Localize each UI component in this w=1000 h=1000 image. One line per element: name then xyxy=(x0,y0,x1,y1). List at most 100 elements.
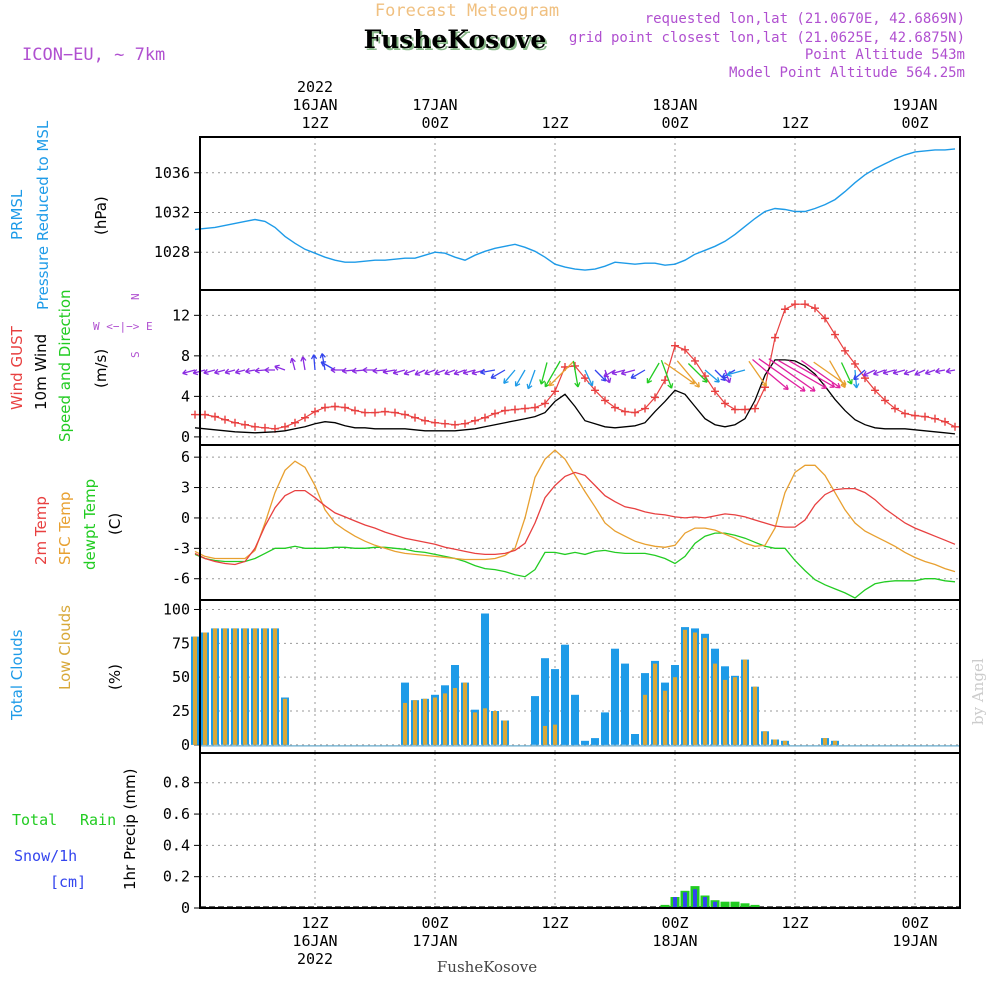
low-cloud-bar xyxy=(243,628,247,745)
cloud-label-total: Total Clouds xyxy=(8,629,26,721)
wind-direction-arrow xyxy=(620,369,636,376)
low-cloud-bar xyxy=(663,690,667,745)
wind-direction-arrow xyxy=(788,360,836,388)
wind-direction-arrow xyxy=(768,358,816,392)
time-tick-label: 12Z xyxy=(781,114,808,132)
wind-direction-arrow xyxy=(203,368,216,376)
wind-direction-arrow xyxy=(935,367,946,375)
wind-label-gust: Wind GUST xyxy=(8,325,26,410)
time-tick-label: 12Z xyxy=(301,914,328,932)
wind-direction-arrow xyxy=(362,366,375,374)
rain-bar xyxy=(750,904,760,908)
wind-direction-arrow xyxy=(526,369,536,390)
gust-marker xyxy=(451,420,459,429)
wind-direction-arrow xyxy=(245,367,256,375)
wind-direction-arrow xyxy=(752,359,789,391)
low-cloud-bar xyxy=(653,663,657,745)
wind-direction-arrow xyxy=(300,356,307,371)
wind-direction-arrow xyxy=(424,369,436,376)
y-tick-label: 0 xyxy=(181,509,190,527)
wind-direction-arrow xyxy=(882,369,896,376)
gust-marker xyxy=(871,386,879,395)
time-tick-label: 12Z xyxy=(541,114,568,132)
gust-marker xyxy=(441,419,449,428)
wind-direction-arrow xyxy=(676,360,700,388)
low-cloud-bar xyxy=(273,628,277,745)
wind-direction-arrow xyxy=(914,369,926,376)
low-cloud-bar xyxy=(763,731,767,745)
gust-marker xyxy=(691,356,699,365)
rain-bar xyxy=(720,901,730,908)
rain-bar xyxy=(730,901,740,908)
gust-marker xyxy=(911,411,919,420)
wind-direction-arrow xyxy=(726,369,746,377)
gust-marker xyxy=(731,405,739,414)
total-cloud-bar xyxy=(541,658,549,745)
total-cloud-bar xyxy=(531,696,539,745)
low-cloud-bar xyxy=(833,740,837,745)
gust-marker xyxy=(531,403,539,412)
total-cloud-bar xyxy=(601,712,609,745)
wind-direction-arrow xyxy=(264,366,275,374)
low-cloud-bar xyxy=(773,739,777,745)
y-tick-label: 3 xyxy=(181,479,190,497)
wind-direction-arrow xyxy=(603,369,616,378)
gust-marker xyxy=(601,396,609,405)
wind-direction-arrow xyxy=(182,369,196,376)
gust-marker xyxy=(671,341,679,350)
rain-bar xyxy=(660,904,670,908)
gust-marker xyxy=(201,410,209,419)
precip-label-total: Total xyxy=(12,811,57,829)
gust-marker xyxy=(461,419,469,428)
gust-marker xyxy=(891,404,899,413)
precip-labels: Total Rain Snow/1h [cm] 1hr Precip (mm) xyxy=(12,769,139,891)
temp-unit: (C) xyxy=(106,513,124,535)
panel-cloud: 0 25 50 75 100 xyxy=(163,600,960,754)
wind-direction-arrow xyxy=(829,360,846,389)
total-cloud-bar xyxy=(571,694,579,745)
gust-marker xyxy=(931,414,939,423)
low-cloud-bar xyxy=(213,628,217,745)
gust-marker xyxy=(941,417,949,426)
wind-line xyxy=(194,359,956,435)
gust-marker xyxy=(551,387,559,396)
wind-direction-arrow xyxy=(382,368,396,375)
gust-marker xyxy=(511,405,519,414)
gust-marker xyxy=(631,408,639,417)
pressure-line xyxy=(194,148,956,271)
wind-direction-arrow xyxy=(630,369,646,379)
gust-marker xyxy=(661,376,669,385)
panel-frame xyxy=(199,136,961,291)
snow-bar xyxy=(703,897,707,908)
cloud-label-low: Low Clouds xyxy=(56,605,74,690)
gust-marker xyxy=(351,406,359,415)
low-cloud-bar xyxy=(733,677,737,745)
wind-direction-arrow xyxy=(903,369,916,376)
time-tick-label: 00Z xyxy=(901,114,928,132)
time-tick-label: 18JAN xyxy=(652,932,697,950)
y-tick-label: 8 xyxy=(181,347,190,365)
gust-marker xyxy=(471,416,479,425)
gust-marker xyxy=(211,412,219,421)
low-cloud-bar xyxy=(283,698,287,745)
low-cloud-bar xyxy=(403,702,407,745)
sfc-temp-line xyxy=(194,449,956,573)
panel-frame xyxy=(199,289,961,446)
y-tick-label: 50 xyxy=(172,668,190,686)
wind-direction-arrow xyxy=(945,367,956,375)
wind-labels: Wind GUST 10m Wind Speed and Direction (… xyxy=(8,289,153,442)
gust-marker xyxy=(481,413,489,422)
panel-pressure: 1028 1032 1036 xyxy=(154,137,960,290)
low-cloud-bar xyxy=(203,632,207,745)
low-cloud-bar xyxy=(253,628,257,745)
wind-direction-arrow xyxy=(924,369,936,376)
snow-bar xyxy=(683,892,687,908)
low-cloud-bar xyxy=(443,693,447,745)
low-cloud-bar xyxy=(823,738,827,745)
gust-marker xyxy=(521,404,529,413)
gust-marker xyxy=(411,413,419,422)
wind-direction-arrow xyxy=(777,359,827,389)
panel-frame xyxy=(199,752,961,909)
wind-label-10m: 10m Wind xyxy=(32,334,50,410)
